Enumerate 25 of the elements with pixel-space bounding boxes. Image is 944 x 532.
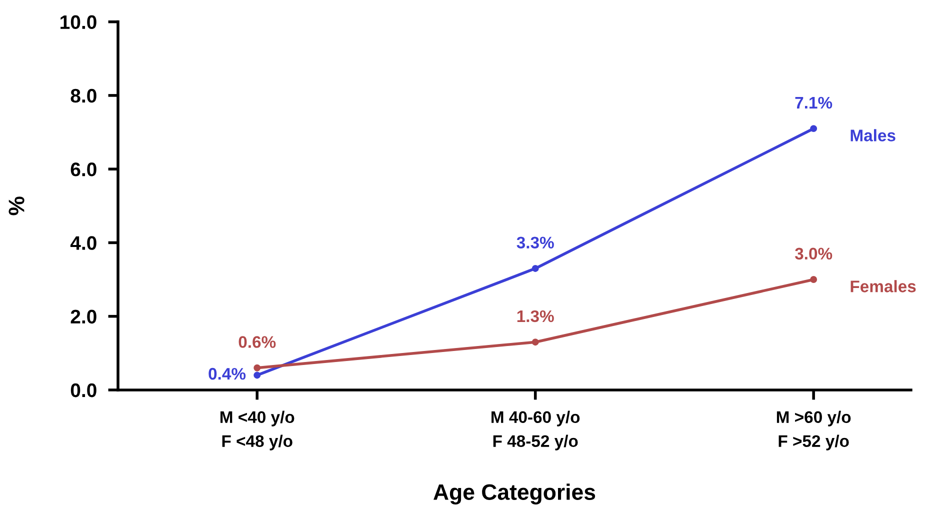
x-tick-label: M 40-60 y/o F 48-52 y/o (492, 410, 580, 450)
point (254, 364, 261, 372)
text: Females (850, 280, 916, 292)
y-tick-label: 0.0 (70, 383, 96, 398)
y-axis-title: % (8, 196, 24, 216)
data-label: 1.3% (517, 310, 554, 322)
y-tick-label: 8.0 (70, 88, 96, 103)
point (532, 338, 539, 346)
data-label: 0.4% (208, 368, 246, 380)
y-tick-label: 2.0 (70, 310, 96, 324)
data-label: 3.3% (516, 236, 554, 249)
data-label: 7.1% (795, 96, 832, 109)
x-axis-title: Age Categories (434, 484, 596, 504)
y-tick-label: 10.0 (60, 15, 96, 30)
text: Males (850, 129, 896, 142)
x-tick-label: M >60 y/o F >52 y/o (776, 410, 851, 450)
data-label: 3.0% (794, 248, 832, 260)
y-tick-label: 6.0 (70, 162, 96, 176)
y-tick-label: 4.0 (70, 236, 96, 250)
data-label: 0.6% (238, 336, 276, 348)
x-tick-label: M <40 y/o F <48 y/o (220, 410, 294, 450)
point (810, 125, 818, 132)
point (254, 372, 261, 379)
point (532, 264, 539, 272)
point (810, 276, 818, 283)
